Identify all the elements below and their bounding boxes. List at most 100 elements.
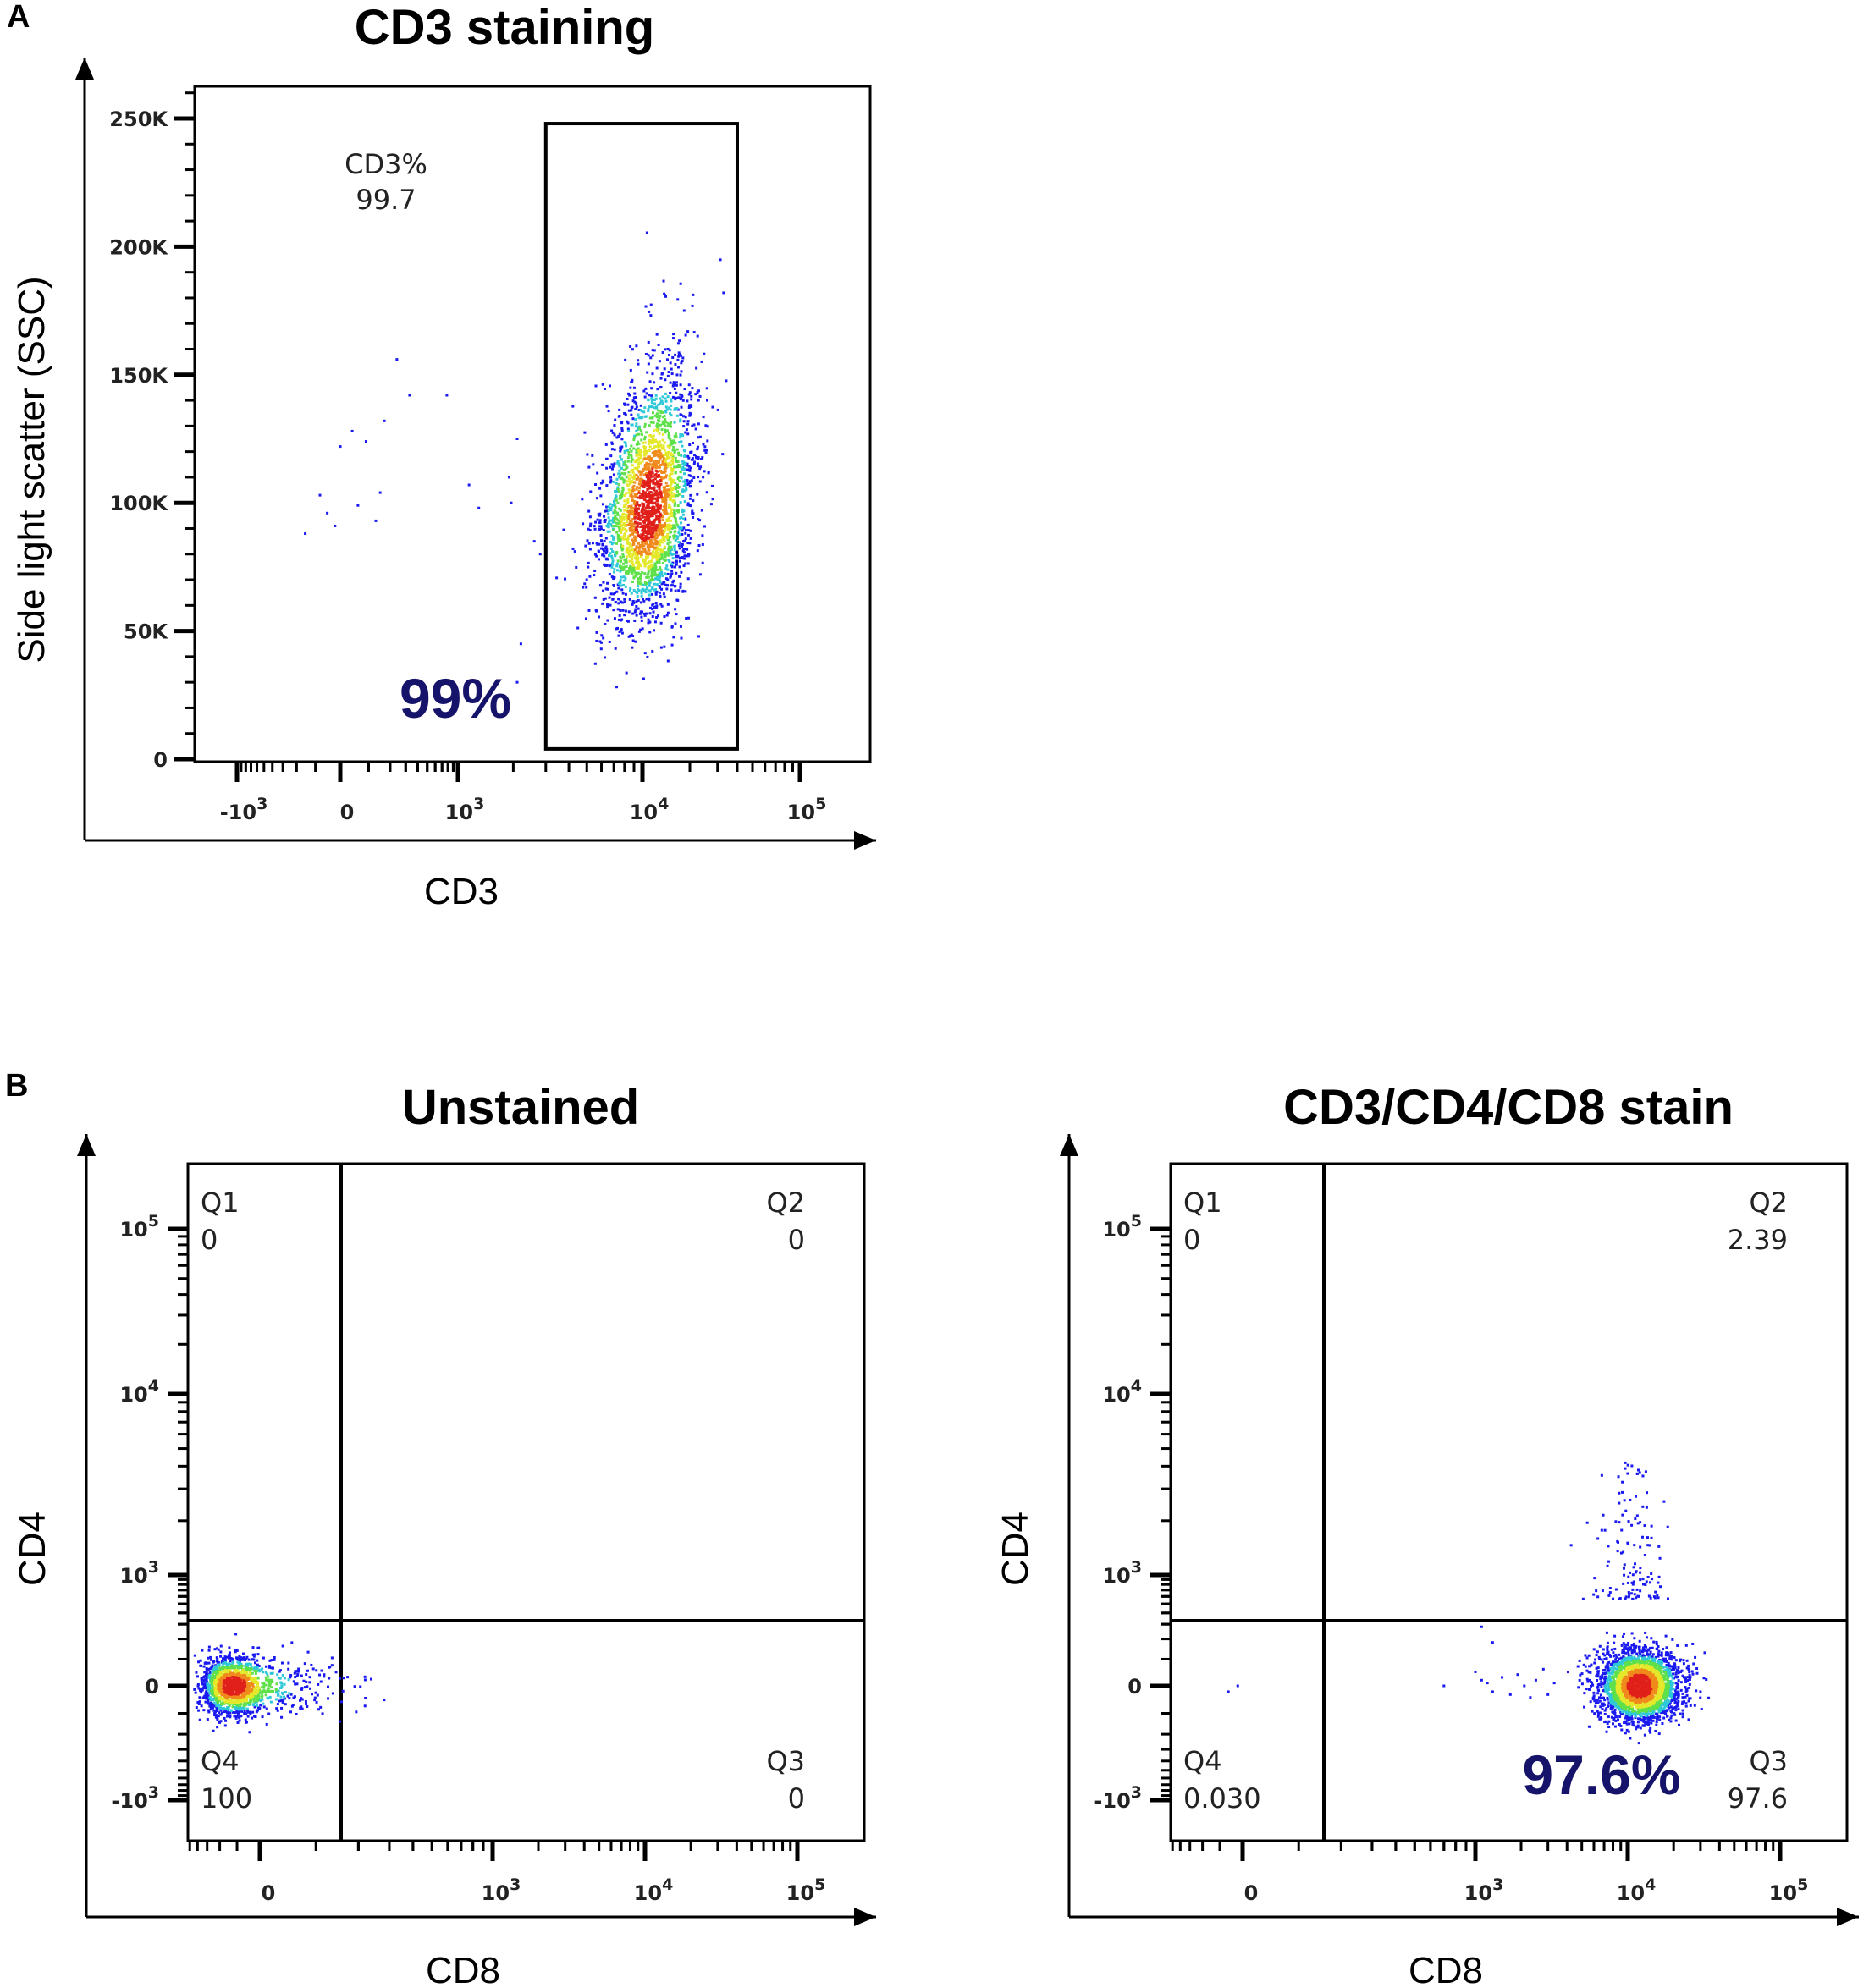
event-dot bbox=[310, 1663, 313, 1666]
event-dot bbox=[246, 1715, 250, 1718]
outlier-dot bbox=[334, 524, 337, 527]
event-dot bbox=[686, 399, 689, 403]
event-dot bbox=[614, 510, 617, 514]
event-dot bbox=[647, 517, 650, 520]
event-dot bbox=[604, 388, 607, 391]
tick-exponent: 5 bbox=[815, 795, 826, 813]
event-dot bbox=[618, 530, 621, 533]
event-dot bbox=[238, 1708, 241, 1711]
event-dot bbox=[1668, 1718, 1671, 1721]
event-dot bbox=[680, 440, 683, 443]
event-dot bbox=[654, 602, 658, 605]
event-dot bbox=[659, 451, 662, 454]
event-dot bbox=[631, 405, 634, 409]
event-dot bbox=[605, 505, 609, 509]
event-dot bbox=[661, 432, 664, 436]
event-dot bbox=[631, 399, 635, 403]
event-dot bbox=[263, 1690, 267, 1693]
event-dot bbox=[649, 356, 653, 360]
event-dot bbox=[654, 451, 658, 454]
event-dot bbox=[268, 1659, 272, 1662]
event-dot bbox=[219, 1713, 223, 1716]
event-dot bbox=[1630, 1644, 1634, 1647]
event-dot bbox=[681, 460, 685, 464]
event-dot bbox=[659, 482, 663, 486]
event-dot bbox=[644, 557, 648, 560]
event-dot bbox=[691, 424, 694, 427]
event-dot bbox=[655, 557, 659, 560]
event-dot bbox=[228, 1646, 231, 1649]
quadrant-label-q2: Q2 bbox=[1749, 1187, 1788, 1219]
event-dot bbox=[619, 509, 622, 512]
event-dot bbox=[640, 594, 643, 598]
event-dot bbox=[667, 488, 670, 492]
event-dot bbox=[641, 542, 644, 546]
event-dot bbox=[678, 527, 681, 531]
event-dot bbox=[652, 554, 655, 558]
event-dot bbox=[206, 1692, 209, 1695]
event-dot bbox=[1629, 1571, 1632, 1574]
event-dot bbox=[661, 422, 664, 426]
event-dot bbox=[684, 537, 687, 541]
event-dot bbox=[631, 517, 635, 520]
event-dot bbox=[665, 584, 669, 587]
event-dot bbox=[1641, 1724, 1645, 1727]
event-dot bbox=[637, 458, 641, 461]
event-dot bbox=[656, 485, 659, 488]
event-dot bbox=[647, 409, 650, 412]
event-dot bbox=[674, 432, 677, 436]
event-dot bbox=[1646, 1491, 1649, 1495]
event-dot bbox=[650, 508, 653, 511]
event-dot bbox=[1585, 1677, 1589, 1681]
event-dot bbox=[631, 528, 635, 531]
event-dot bbox=[296, 1672, 300, 1676]
event-dot bbox=[612, 480, 615, 483]
event-dot bbox=[617, 537, 620, 541]
event-dot bbox=[1705, 1678, 1708, 1682]
event-dot bbox=[664, 482, 668, 485]
event-dot bbox=[627, 517, 631, 520]
event-dot bbox=[664, 506, 667, 509]
event-dot bbox=[212, 1692, 215, 1695]
event-dot bbox=[660, 553, 664, 557]
event-dot bbox=[242, 1671, 245, 1674]
event-dot bbox=[216, 1718, 219, 1721]
event-dot bbox=[622, 461, 626, 465]
event-dot bbox=[706, 425, 709, 428]
event-dot bbox=[1693, 1704, 1696, 1707]
event-dot bbox=[1679, 1688, 1683, 1692]
event-dot bbox=[678, 339, 681, 343]
event-dot bbox=[677, 476, 681, 479]
event-dot bbox=[657, 344, 660, 347]
event-dot bbox=[664, 295, 668, 298]
event-dot bbox=[1661, 1722, 1664, 1726]
event-dot bbox=[646, 457, 649, 460]
event-dot bbox=[637, 413, 640, 416]
event-dot bbox=[1664, 1654, 1668, 1657]
event-dot bbox=[697, 399, 700, 402]
event-dot bbox=[226, 1666, 229, 1670]
event-dot bbox=[205, 1668, 208, 1671]
event-dot bbox=[197, 1702, 201, 1705]
event-dot bbox=[638, 504, 642, 507]
event-dot bbox=[1627, 1575, 1630, 1578]
event-dot bbox=[1579, 1673, 1582, 1677]
event-dot bbox=[655, 366, 659, 370]
event-dot bbox=[1627, 1590, 1630, 1594]
event-dot bbox=[1679, 1658, 1683, 1661]
event-dot bbox=[1695, 1671, 1699, 1675]
tick-base: 10 bbox=[119, 1564, 147, 1588]
event-dot bbox=[623, 527, 626, 531]
event-dot bbox=[609, 522, 613, 526]
event-dot bbox=[627, 504, 631, 508]
event-dot bbox=[691, 511, 694, 515]
event-dot bbox=[619, 581, 622, 585]
event-dot bbox=[660, 476, 664, 480]
event-dot bbox=[649, 535, 653, 538]
event-dot bbox=[632, 437, 636, 440]
event-dot bbox=[647, 618, 650, 621]
event-dot bbox=[206, 1718, 209, 1721]
event-dot bbox=[664, 551, 667, 554]
event-dot bbox=[240, 1693, 244, 1697]
event-dot bbox=[1596, 1715, 1600, 1718]
